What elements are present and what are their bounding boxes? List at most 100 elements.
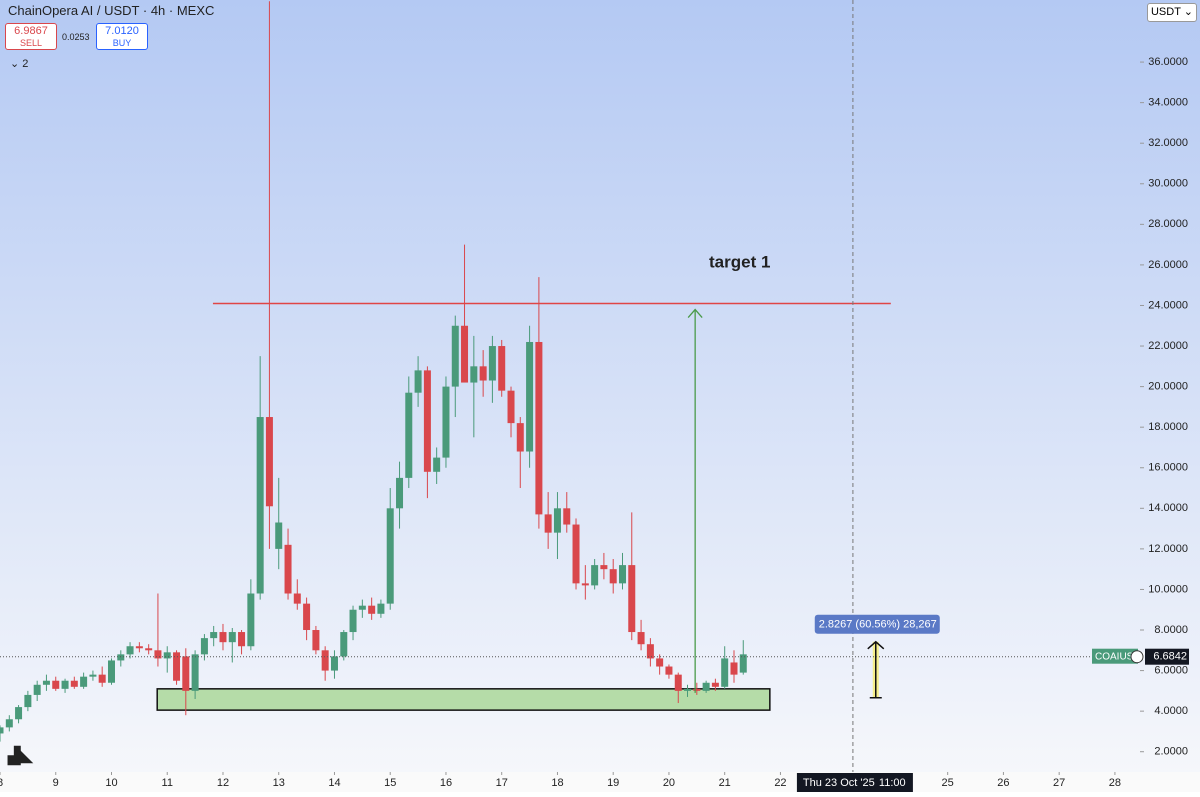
indicator-count: 2	[22, 58, 29, 70]
candle-body	[442, 386, 450, 458]
candle-body	[581, 583, 589, 586]
crosshair-date: Thu 23 Oct '25	[803, 777, 875, 789]
candle-body	[498, 346, 506, 391]
candle-body	[423, 370, 431, 472]
candle-body	[256, 417, 264, 594]
logo: ▟◣	[8, 748, 33, 765]
crosshair-box	[796, 773, 913, 792]
candle-body	[656, 658, 664, 667]
candle-body	[24, 694, 32, 708]
candle-body	[312, 630, 320, 651]
plus-button	[1130, 650, 1144, 664]
y-tick-label: 14.0000	[1148, 502, 1188, 514]
y-tick-label: 32.0000	[1148, 137, 1188, 149]
candle-body	[284, 544, 292, 594]
x-tick-label: 27	[1053, 777, 1065, 789]
candle-body	[52, 680, 60, 689]
candle-body	[210, 632, 218, 639]
y-tick-label: 22.0000	[1148, 340, 1188, 352]
candle-body	[646, 644, 654, 659]
y-tick-label: 36.0000	[1148, 56, 1188, 68]
candle-body	[265, 417, 273, 507]
y-tick-label: 8.0000	[1154, 624, 1188, 636]
candle-body	[377, 603, 385, 614]
candle-body	[479, 366, 487, 381]
candle-body	[368, 605, 376, 614]
candle-body	[739, 654, 747, 673]
candle-body	[507, 390, 515, 424]
candle-body	[340, 632, 348, 657]
x-tick-label: 9	[53, 777, 59, 789]
y-tick-label: 24.0000	[1148, 299, 1188, 311]
sell-price: 6.9867	[14, 25, 48, 37]
candle-body	[711, 682, 719, 687]
arrow-head	[687, 308, 703, 318]
buy-label: BUY	[112, 38, 132, 48]
candle-body	[5, 719, 13, 728]
candle-body	[293, 593, 301, 604]
candle-body	[173, 652, 181, 681]
candle-body	[451, 325, 459, 387]
candle-body	[405, 392, 413, 478]
candle-body	[396, 477, 404, 509]
candle-body	[609, 569, 617, 584]
x-tick-label: 15	[384, 777, 396, 789]
candle-body	[70, 680, 78, 687]
y-tick-label: 16.0000	[1148, 462, 1188, 474]
measure-box	[814, 614, 940, 634]
currency-select[interactable]: USDT ⌄	[1147, 3, 1197, 22]
buy-button[interactable]: 7.0120 BUY	[96, 23, 148, 50]
candle-body	[330, 656, 338, 671]
y-tick-label: 2.0000	[1154, 746, 1188, 758]
candle-body	[386, 508, 394, 604]
sell-button[interactable]: 6.9867 SELL	[5, 23, 57, 50]
currency: USDT	[1150, 6, 1181, 18]
candle-body	[628, 565, 636, 633]
candle-body	[98, 674, 106, 683]
y-tick-label: 28.0000	[1148, 218, 1188, 230]
time-axis	[0, 772, 1200, 792]
candle-body	[349, 609, 357, 633]
support-zone	[156, 688, 771, 711]
x-tick-label: 26	[997, 777, 1009, 789]
measure-head	[867, 640, 885, 650]
y-tick-label: 26.0000	[1148, 259, 1188, 271]
candle-body	[461, 325, 469, 383]
y-tick-label: 4.0000	[1154, 705, 1188, 717]
indicators[interactable]: ⌄ 2	[10, 58, 29, 70]
candle-body	[154, 650, 162, 659]
target-label: target 1	[709, 252, 770, 271]
candle-body	[238, 632, 246, 647]
last-price-label: 6.6842	[1153, 651, 1187, 663]
candle-body	[15, 707, 23, 720]
candle-body	[80, 676, 88, 687]
candle-body	[219, 632, 227, 643]
spread: 0.0253	[62, 32, 90, 42]
buy-price: 7.0120	[105, 25, 139, 37]
candle-body	[107, 660, 115, 683]
candle-body	[117, 654, 125, 661]
candle-body	[535, 341, 543, 515]
candle-body	[42, 680, 50, 685]
y-tick-label: 12.0000	[1148, 543, 1188, 555]
x-tick-label: 21	[719, 777, 731, 789]
candle-body	[163, 652, 171, 659]
candle-body	[200, 638, 208, 655]
candle-body	[600, 565, 608, 570]
candle-body	[275, 522, 283, 549]
y-tick-label: 30.0000	[1148, 178, 1188, 190]
candle-body	[303, 603, 311, 631]
candle-body	[61, 680, 69, 689]
y-tick-label: 6.0000	[1154, 664, 1188, 676]
candle-body	[665, 666, 673, 675]
x-tick-label: 19	[607, 777, 619, 789]
x-tick-label: 13	[273, 777, 285, 789]
candle-body	[191, 654, 199, 691]
y-tick-label: 10.0000	[1148, 583, 1188, 595]
candle-body	[470, 366, 478, 383]
candle-body	[488, 346, 496, 381]
candle-body	[247, 593, 255, 647]
x-tick-label: 16	[440, 777, 452, 789]
